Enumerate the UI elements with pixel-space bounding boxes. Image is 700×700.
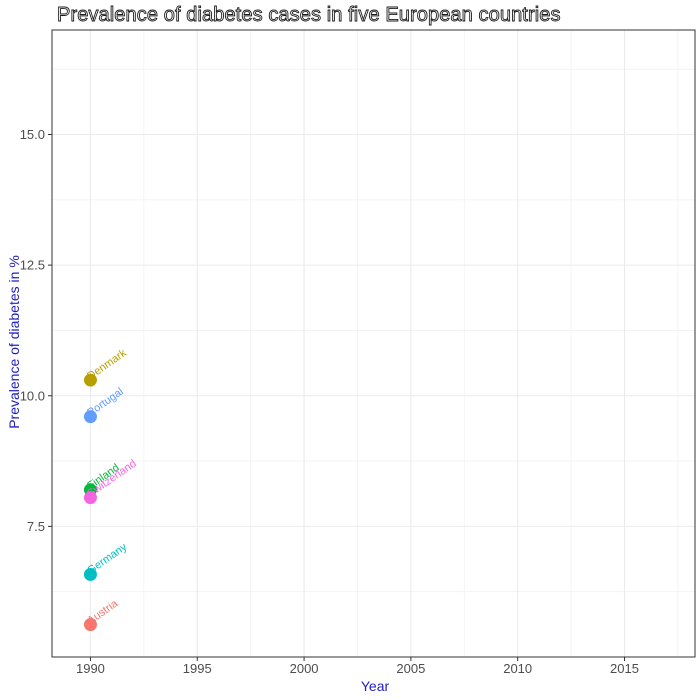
- data-point-austria: [83, 618, 97, 632]
- data-point-germany: [83, 567, 97, 581]
- x-tick-label: 2000: [290, 661, 319, 676]
- y-axis: 7.5 10.0 12.5 15.0: [20, 127, 52, 534]
- panel-border: [51, 29, 696, 658]
- x-tick-label: 2015: [610, 661, 639, 676]
- x-tick-label: 1990: [76, 661, 105, 676]
- x-axis-title: Year: [360, 678, 390, 694]
- data-points: [83, 373, 97, 632]
- x-axis: 1990 1995 2000 2005 2010 2015: [76, 657, 639, 676]
- data-point-portugal: [83, 410, 97, 424]
- x-tick-label: 1995: [183, 661, 212, 676]
- y-tick-label: 7.5: [27, 519, 45, 534]
- y-tick-label: 15.0: [20, 127, 45, 142]
- x-tick-label: 2005: [396, 661, 425, 676]
- plot-panel: [52, 30, 695, 657]
- chart-title: Prevalence of diabetes cases in five Eur…: [57, 4, 561, 27]
- x-tick-label: 2010: [503, 661, 532, 676]
- minor-grid: [52, 30, 695, 657]
- y-tick-label: 10.0: [20, 388, 45, 403]
- data-point-switzerland: [83, 491, 97, 505]
- y-tick-label: 12.5: [20, 258, 45, 273]
- y-axis-title: Prevalence of diabetes in %: [6, 255, 22, 429]
- major-grid: [52, 30, 695, 657]
- data-point-denmark: [83, 373, 97, 387]
